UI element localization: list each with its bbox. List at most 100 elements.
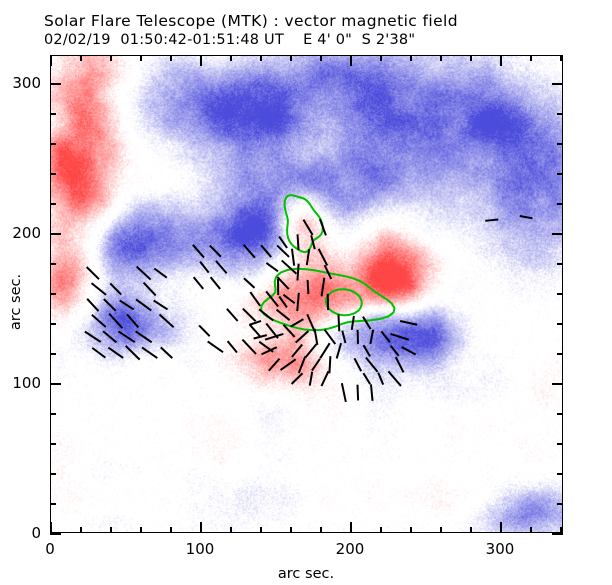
field-vector xyxy=(323,264,333,280)
x-tick-bottom xyxy=(350,522,352,533)
field-vector xyxy=(335,342,343,359)
field-vector xyxy=(320,277,326,297)
x-tick-bottom xyxy=(200,522,202,533)
field-vector xyxy=(401,346,417,356)
x-axis-title: arc sec. xyxy=(277,566,335,582)
field-vector xyxy=(291,343,303,358)
field-vector xyxy=(294,330,310,344)
field-vector xyxy=(319,218,327,236)
field-vector xyxy=(264,332,284,341)
field-vector xyxy=(141,346,158,359)
field-vector xyxy=(265,290,279,308)
x-tick-top xyxy=(440,55,442,61)
field-vector xyxy=(260,244,272,258)
y-tick-label: 300 xyxy=(12,74,41,93)
field-vector xyxy=(297,356,307,374)
y-tick-right xyxy=(557,413,563,415)
field-vector xyxy=(276,276,290,290)
field-vector xyxy=(226,340,238,354)
field-vector xyxy=(209,276,221,290)
field-vector xyxy=(243,277,256,289)
x-tick-top xyxy=(200,55,202,66)
field-vector xyxy=(296,263,300,281)
field-vector xyxy=(313,328,319,346)
y-tick-right xyxy=(557,143,563,145)
field-vector xyxy=(265,262,279,273)
x-tick-bottom xyxy=(230,527,232,533)
x-tick-label: 300 xyxy=(485,540,515,558)
field-vector xyxy=(356,384,360,401)
figure-title-block: Solar Flare Telescope (MTK) : vector mag… xyxy=(44,12,604,47)
field-vector xyxy=(91,313,107,328)
x-tick-top xyxy=(320,55,322,61)
x-tick-label: 200 xyxy=(335,540,365,558)
field-vector xyxy=(153,267,168,279)
field-vector xyxy=(282,293,296,305)
x-tick-bottom xyxy=(170,527,172,533)
y-tick-right xyxy=(557,293,563,295)
contour-umbra-north xyxy=(283,194,324,253)
field-vector xyxy=(85,266,100,280)
field-vector xyxy=(153,299,169,311)
field-vector xyxy=(199,261,210,274)
y-tick-left xyxy=(50,173,56,175)
x-tick-top xyxy=(50,55,52,66)
y-tick-left xyxy=(50,413,56,415)
x-tick-bottom xyxy=(50,522,52,533)
x-tick-top xyxy=(260,55,262,61)
field-vector xyxy=(362,316,372,330)
y-tick-left xyxy=(50,443,56,445)
field-vector xyxy=(390,332,410,341)
field-vector xyxy=(328,356,332,374)
field-vector xyxy=(198,324,211,337)
field-vector xyxy=(86,298,100,312)
field-vector xyxy=(282,324,296,338)
x-tick-bottom xyxy=(140,527,142,533)
field-vector xyxy=(125,345,141,361)
vector-field-group xyxy=(84,215,533,403)
field-vector xyxy=(320,370,330,387)
field-vector xyxy=(192,244,205,259)
y-tick-left xyxy=(50,263,56,265)
field-vector xyxy=(108,312,124,329)
field-vector xyxy=(84,330,102,343)
x-tick-top xyxy=(170,55,172,61)
field-vector xyxy=(135,265,152,281)
magnetogram-image xyxy=(51,56,562,532)
x-tick-top xyxy=(230,55,232,61)
field-vector xyxy=(275,308,291,321)
field-vector xyxy=(90,282,107,296)
y-tick-right xyxy=(552,533,563,535)
y-tick-left xyxy=(50,143,56,145)
x-tick-top xyxy=(110,55,112,61)
x-tick-top xyxy=(380,55,382,61)
field-vector xyxy=(296,292,300,312)
field-vector xyxy=(377,372,385,386)
figure-title: Solar Flare Telescope (MTK) : vector mag… xyxy=(44,12,458,30)
x-tick-top xyxy=(80,55,82,61)
field-vector xyxy=(192,276,204,290)
y-tick-right xyxy=(557,113,563,115)
y-tick-left xyxy=(50,353,56,355)
x-tick-label: 0 xyxy=(45,540,55,558)
field-vector xyxy=(399,320,418,326)
contour-umbra-core xyxy=(325,288,363,317)
field-vector xyxy=(207,340,224,353)
field-vector xyxy=(215,260,228,275)
x-tick-bottom xyxy=(530,527,532,533)
y-tick-right xyxy=(552,83,563,85)
field-vector xyxy=(306,279,310,295)
field-vector xyxy=(160,346,174,359)
x-tick-bottom xyxy=(410,527,412,533)
field-vector xyxy=(365,356,379,373)
field-vector xyxy=(279,358,297,371)
y-tick-left xyxy=(50,293,56,295)
field-vector xyxy=(394,356,405,373)
x-tick-bottom xyxy=(560,527,562,533)
y-tick-right xyxy=(557,503,563,505)
field-vector xyxy=(302,219,314,236)
field-vector xyxy=(135,330,153,344)
x-tick-bottom xyxy=(80,527,82,533)
y-tick-right xyxy=(557,353,563,355)
